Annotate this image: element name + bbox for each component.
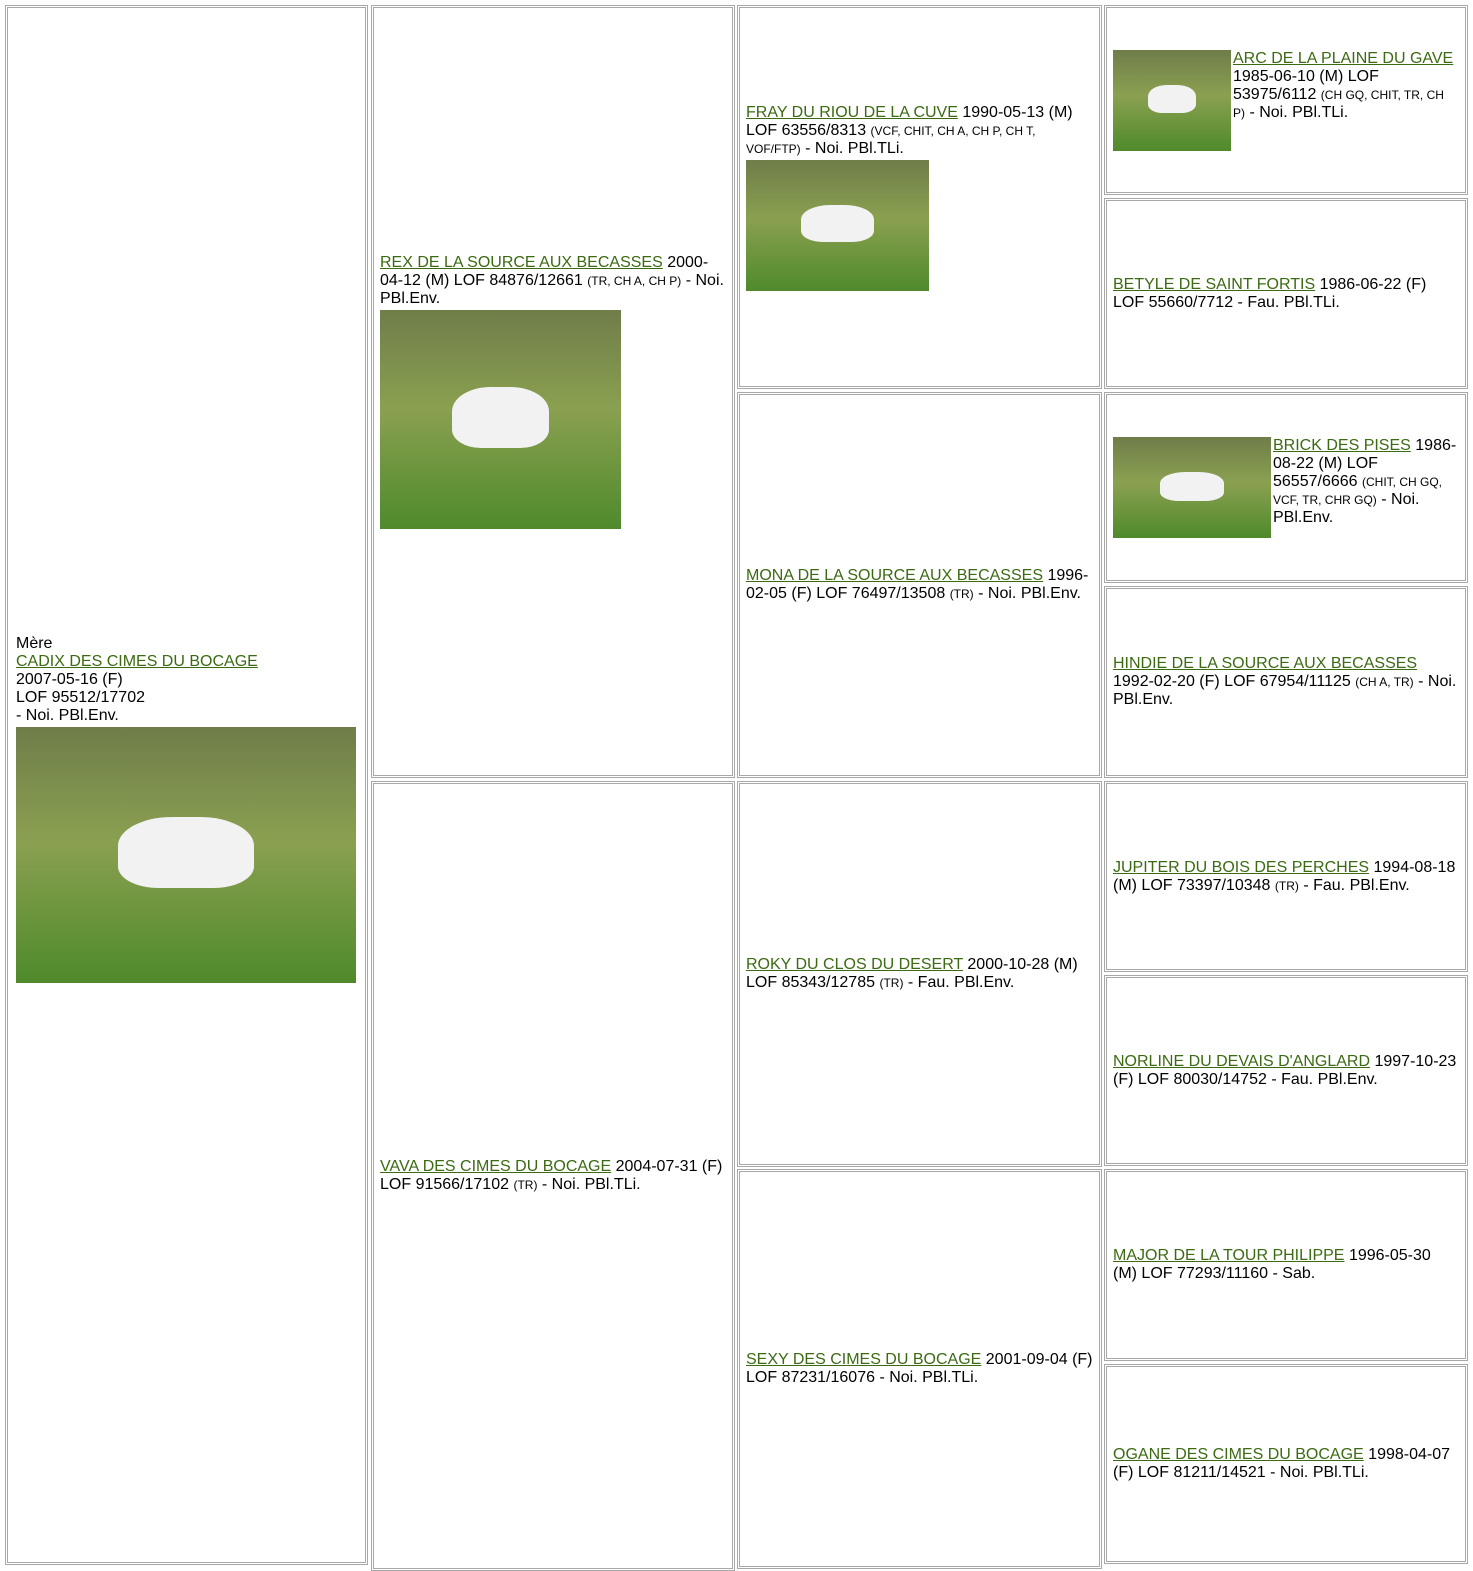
ancestor-cell: ROKY DU CLOS DU DESERT 2000-10-28 (M) LO…	[737, 781, 1102, 1167]
ancestor-details: 1998-04-07 (F) LOF 81211/14521	[1113, 1446, 1451, 1481]
ancestor-titles: (TR)	[879, 976, 904, 990]
ancestor-cell: SEXY DES CIMES DU BOCAGE 2001-09-04 (F) …	[737, 1169, 1102, 1569]
dam-link[interactable]: CADIX DES CIMES DU BOCAGE	[16, 653, 258, 670]
ancestor-titles: (CHIT, CH GQ, VCF, TR, CHR GQ)	[1273, 475, 1442, 507]
ancestor-link[interactable]: ROKY DU CLOS DU DESERT	[746, 956, 963, 973]
ancestor-coat: - Noi. PBl.Env.	[978, 585, 1081, 602]
ancestor-titles: (VCF, CHIT, CH A, CH P, CH T, VOF/FTP)	[746, 123, 1036, 156]
ancestor-details: 1997-10-23 (F) LOF 80030/14752	[1113, 1052, 1457, 1088]
ancestor-cell: OGANE DES CIMES DU BOCAGE 1998-04-07 (F)…	[1104, 1364, 1468, 1564]
ancestor-link[interactable]: BETYLE DE SAINT FORTIS	[1113, 275, 1316, 293]
ancestor-cell: VAVA DES CIMES DU BOCAGE 2004-07-31 (F) …	[371, 781, 735, 1571]
ancestor-cell: MAJOR DE LA TOUR PHILIPPE 1996-05-30 (M)…	[1104, 1169, 1468, 1361]
dam-line: LOF 95512/17702	[16, 689, 145, 706]
ancestor-info: VAVA DES CIMES DU BOCAGE 2004-07-31 (F) …	[380, 1158, 726, 1194]
ancestor-cell: REX DE LA SOURCE AUX BECASSES 2000-04-12…	[371, 5, 735, 778]
ancestor-details: 2000-10-28 (M) LOF 85343/12785	[746, 956, 1078, 991]
ancestor-coat: - Noi. PBl.TLi.	[1249, 103, 1349, 121]
ancestor-info: REX DE LA SOURCE AUX BECASSES 2000-04-12…	[380, 254, 726, 529]
ancestor-titles: (CH GQ, CHIT, TR, CH P)	[1233, 87, 1444, 120]
ancestor-info: SEXY DES CIMES DU BOCAGE 2001-09-04 (F) …	[746, 1351, 1093, 1387]
ancestor-details: 1996-05-30 (M) LOF 77293/11160	[1113, 1247, 1431, 1282]
ancestor-details: 1996-02-05 (F) LOF 76497/13508	[746, 567, 1089, 602]
ancestor-details: 1986-08-22 (M) LOF 56557/6666	[1273, 437, 1457, 490]
ancestor-info: FRAY DU RIOU DE LA CUVE 1990-05-13 (M) L…	[746, 104, 1093, 291]
ancestor-info: MONA DE LA SOURCE AUX BECASSES 1996-02-0…	[746, 567, 1093, 603]
ancestor-coat: - Noi. PBl.Env.	[1113, 673, 1457, 708]
ancestor-titles: (TR)	[513, 1178, 538, 1192]
ancestor-cell: BRICK DES PISES 1986-08-22 (M) LOF 56557…	[1104, 392, 1468, 583]
ancestor-link[interactable]: REX DE LA SOURCE AUX BECASSES	[380, 254, 663, 271]
dam-line: - Noi. PBl.Env.	[16, 707, 119, 724]
ancestor-link[interactable]: BRICK DES PISES	[1273, 437, 1411, 454]
ancestor-coat: - Noi. PBl.TLi.	[805, 139, 904, 157]
ancestor-details: 2000-04-12 (M) LOF 84876/12661	[380, 254, 709, 289]
ancestor-titles: (CH A, TR)	[1355, 675, 1414, 689]
ancestor-info: OGANE DES CIMES DU BOCAGE 1998-04-07 (F)…	[1113, 1446, 1459, 1482]
ancestor-info: ROKY DU CLOS DU DESERT 2000-10-28 (M) LO…	[746, 956, 1093, 992]
ancestor-details: 1992-02-20 (F) LOF 67954/11125	[1113, 673, 1351, 690]
dam-line: 2007-05-16 (F)	[16, 671, 123, 688]
ancestor-info: JUPITER DU BOIS DES PERCHES 1994-08-18 (…	[1113, 859, 1459, 895]
ancestor-info: MAJOR DE LA TOUR PHILIPPE 1996-05-30 (M)…	[1113, 1247, 1459, 1283]
ancestor-cell: ARC DE LA PLAINE DU GAVE 1985-06-10 (M) …	[1104, 5, 1468, 195]
ancestor-photo	[1113, 49, 1231, 151]
ancestor-coat: - Fau. PBl.TLi.	[1237, 293, 1340, 311]
ancestor-coat: - Noi. PBl.TLi.	[1270, 1464, 1369, 1481]
ancestor-titles: (TR)	[1274, 878, 1299, 893]
ancestor-titles: (TR, CH A, CH P)	[587, 274, 682, 288]
ancestor-coat: - Noi. PBl.Env.	[380, 272, 724, 307]
ancestor-link[interactable]: HINDIE DE LA SOURCE AUX BECASSES	[1113, 655, 1418, 672]
ancestor-cell: MONA DE LA SOURCE AUX BECASSES 1996-02-0…	[737, 392, 1102, 778]
ancestor-link[interactable]: VAVA DES CIMES DU BOCAGE	[380, 1158, 612, 1175]
ancestor-photo	[746, 159, 929, 291]
ancestor-details: 1994-08-18 (M) LOF 73397/10348	[1113, 858, 1456, 894]
ancestor-link[interactable]: ARC DE LA PLAINE DU GAVE	[1233, 49, 1454, 67]
ancestor-cell: NORLINE DU DEVAIS D'ANGLARD 1997-10-23 (…	[1104, 975, 1468, 1166]
ancestor-coat: - Fau. PBl.Env.	[1303, 876, 1410, 894]
ancestor-link[interactable]: FRAY DU RIOU DE LA CUVE	[746, 103, 958, 121]
ancestor-info: ARC DE LA PLAINE DU GAVE 1985-06-10 (M) …	[1113, 49, 1459, 151]
ancestor-link[interactable]: NORLINE DU DEVAIS D'ANGLARD	[1113, 1052, 1371, 1070]
ancestor-coat: - Sab.	[1272, 1265, 1316, 1282]
ancestor-coat: - Noi. PBl.Env.	[1273, 491, 1420, 526]
dam-label: Mère	[16, 635, 53, 652]
ancestor-link[interactable]: JUPITER DU BOIS DES PERCHES	[1113, 858, 1370, 876]
dam-photo	[16, 727, 356, 983]
ancestor-details: 1986-06-22 (F) LOF 55660/7712	[1113, 275, 1427, 311]
ancestor-info: NORLINE DU DEVAIS D'ANGLARD 1997-10-23 (…	[1113, 1053, 1459, 1089]
ancestor-coat: - Noi. PBl.TLi.	[879, 1369, 979, 1386]
ancestor-link[interactable]: SEXY DES CIMES DU BOCAGE	[746, 1351, 982, 1368]
ancestor-coat: - Fau. PBl.Env.	[1271, 1070, 1378, 1088]
ancestor-link[interactable]: MAJOR DE LA TOUR PHILIPPE	[1113, 1247, 1345, 1264]
ancestor-cell: FRAY DU RIOU DE LA CUVE 1990-05-13 (M) L…	[737, 5, 1102, 389]
ancestor-cell: BETYLE DE SAINT FORTIS 1986-06-22 (F) LO…	[1104, 198, 1468, 389]
ancestor-details: 1985-06-10 (M) LOF 53975/6112	[1233, 67, 1379, 103]
dam-cell: Mère CADIX DES CIMES DU BOCAGE 2007-05-1…	[5, 5, 368, 1565]
ancestor-link[interactable]: OGANE DES CIMES DU BOCAGE	[1113, 1446, 1364, 1463]
ancestor-details: 2004-07-31 (F) LOF 91566/17102	[380, 1158, 723, 1193]
ancestor-info: BETYLE DE SAINT FORTIS 1986-06-22 (F) LO…	[1113, 276, 1459, 312]
ancestor-details: 2001-09-04 (F) LOF 87231/16076	[746, 1351, 1093, 1386]
ancestor-coat: - Noi. PBl.TLi.	[541, 1176, 641, 1193]
ancestor-info: HINDIE DE LA SOURCE AUX BECASSES 1992-02…	[1113, 655, 1459, 709]
ancestor-photo	[380, 310, 621, 529]
ancestor-coat: - Fau. PBl.Env.	[907, 974, 1015, 991]
ancestor-cell: HINDIE DE LA SOURCE AUX BECASSES 1992-02…	[1104, 586, 1468, 778]
ancestor-details: 1990-05-13 (M) LOF 63556/8313	[746, 103, 1073, 139]
ancestor-link[interactable]: MONA DE LA SOURCE AUX BECASSES	[746, 567, 1043, 584]
ancestor-cell: JUPITER DU BOIS DES PERCHES 1994-08-18 (…	[1104, 781, 1468, 972]
ancestor-photo	[1113, 437, 1271, 538]
ancestor-info: BRICK DES PISES 1986-08-22 (M) LOF 56557…	[1113, 437, 1459, 538]
ancestor-titles: (TR)	[949, 587, 974, 601]
